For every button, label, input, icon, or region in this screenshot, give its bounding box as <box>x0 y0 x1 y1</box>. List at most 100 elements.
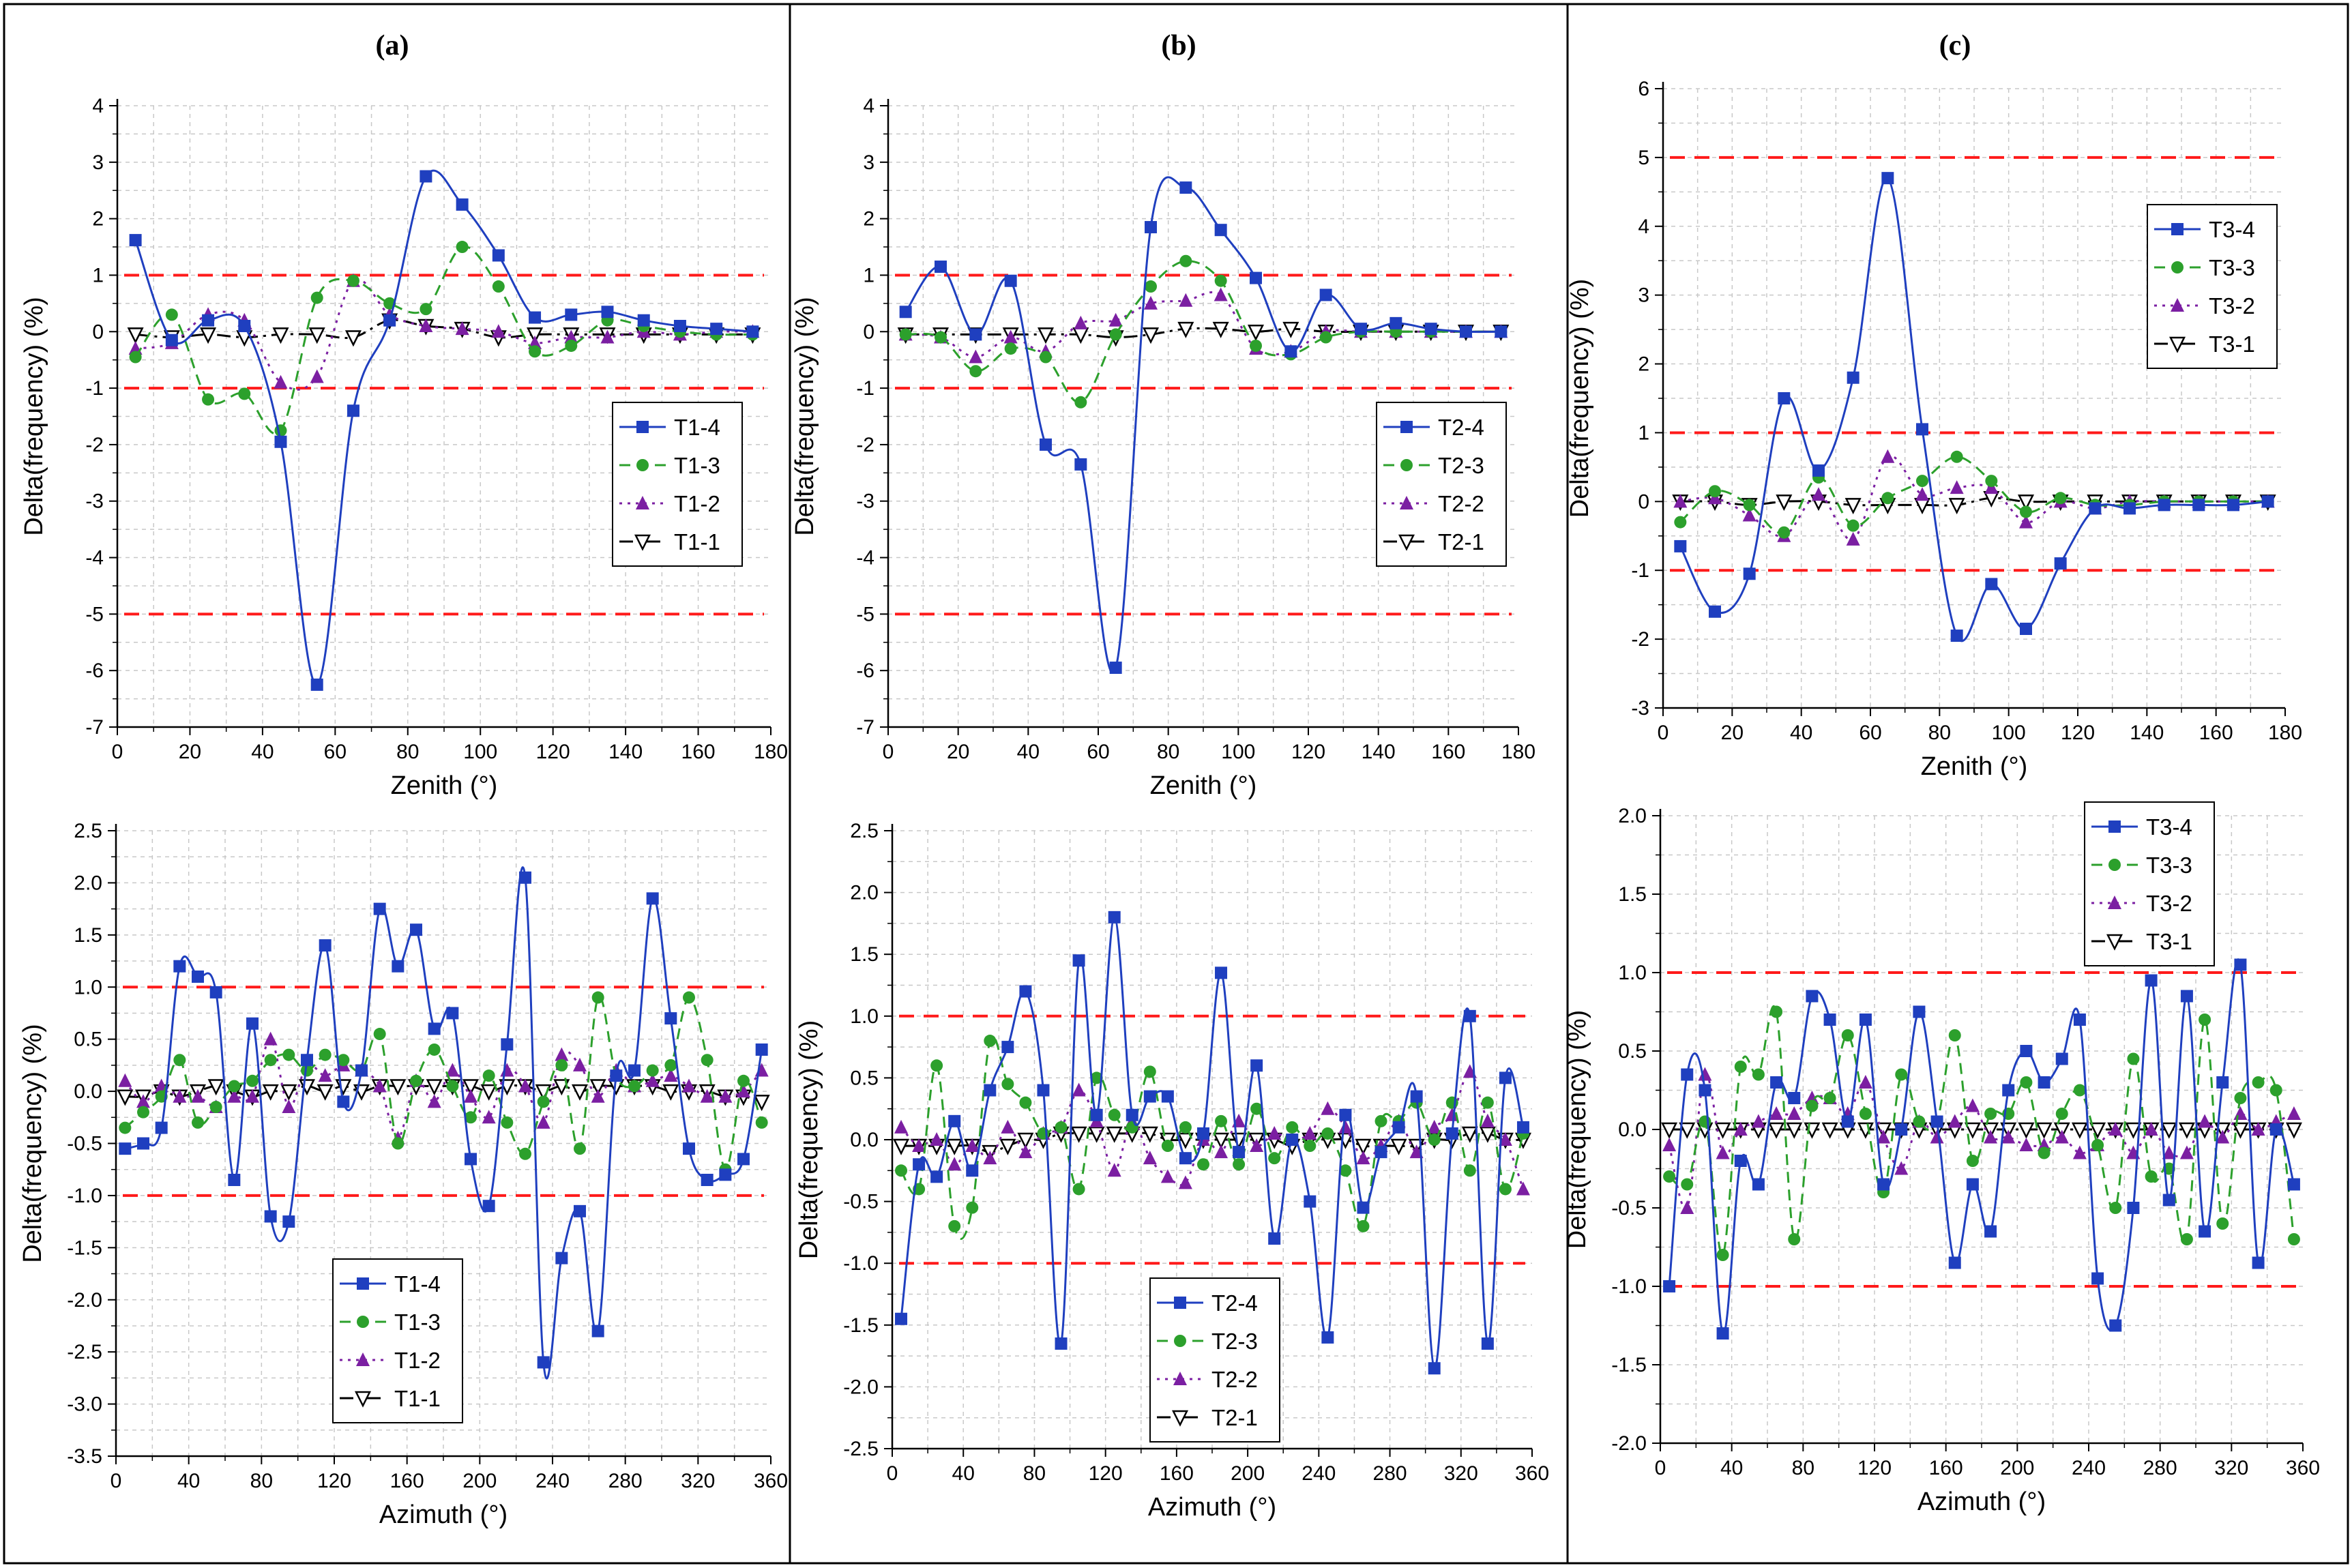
y-tick-label: 0 <box>863 321 874 343</box>
x-axis-title-a-bottom: Azimuth (°) <box>379 1500 508 1529</box>
y-tick-label: 5 <box>1638 147 1649 169</box>
data-point-T2-2 <box>912 1138 926 1153</box>
data-point-T2-3 <box>1375 1114 1387 1127</box>
data-point-T1-2 <box>227 1089 241 1103</box>
data-point-T3-1 <box>1844 498 1862 515</box>
data-point-T3-3 <box>2216 1217 2229 1230</box>
data-point-T3-2 <box>1805 1091 1819 1104</box>
x-tick-label: 20 <box>947 741 969 763</box>
legend-marker-T1-2 <box>356 1352 370 1366</box>
data-point-T2-4 <box>1357 1201 1370 1214</box>
data-point-T3-4 <box>2091 1272 2104 1285</box>
data-point-T2-2 <box>1427 1119 1441 1134</box>
x-tick-label: 320 <box>1444 1462 1478 1485</box>
x-tick-label: 320 <box>681 1470 715 1492</box>
legend-marker-T3-1 <box>2106 934 2123 951</box>
data-point-T1-1 <box>308 327 325 344</box>
data-point-T2-3 <box>1143 1065 1156 1078</box>
data-point-T3-4 <box>1674 539 1687 552</box>
data-point-T1-4 <box>628 1064 641 1077</box>
data-point-T1-4 <box>246 1017 259 1030</box>
legend-marker-T2-4 <box>1400 421 1413 433</box>
data-point-T2-4 <box>1516 1121 1529 1134</box>
data-point-T3-4 <box>1948 1256 1961 1269</box>
data-point-T1-4 <box>420 170 432 183</box>
data-point-T3-2 <box>1769 1106 1784 1120</box>
data-point-T1-3 <box>537 1095 550 1108</box>
data-point-T3-4 <box>2216 1076 2229 1089</box>
data-point-T3-4 <box>1806 990 1819 1003</box>
data-point-T2-4 <box>1499 1071 1512 1084</box>
data-point-T3-4 <box>2199 1225 2211 1238</box>
data-point-T3-4 <box>1743 567 1756 580</box>
data-point-T2-3 <box>1215 1114 1228 1127</box>
data-point-T3-3 <box>1966 1155 1979 1167</box>
data-point-T3-4 <box>1913 1005 1926 1018</box>
legend-label-T2-1: T2-1 <box>1211 1405 1258 1430</box>
legend-marker-T3-3 <box>2171 261 2184 273</box>
data-point-T3-2 <box>1984 480 1999 494</box>
y-tick-label: 0.0 <box>74 1080 102 1103</box>
data-point-T1-2 <box>482 1110 496 1124</box>
data-point-T3-4 <box>1985 578 1998 591</box>
legend-marker-T2-1 <box>1171 1410 1189 1427</box>
y-tick-label: 4 <box>863 95 874 117</box>
data-point-T3-4 <box>2158 499 2171 512</box>
legend-label-T3-4: T3-4 <box>2146 814 2192 840</box>
series-line-T2-3 <box>900 1035 1525 1240</box>
data-point-T3-2 <box>2037 1138 2051 1151</box>
data-point-T2-4 <box>1355 323 1367 336</box>
data-point-T1-4 <box>601 306 614 319</box>
data-point-T1-4 <box>119 1142 132 1155</box>
y-tick-label: -2 <box>856 434 874 456</box>
data-point-T1-2 <box>573 1057 587 1071</box>
data-point-T1-1 <box>426 1079 443 1096</box>
data-point-T1-2 <box>591 1089 605 1103</box>
data-point-T3-4 <box>1681 1068 1694 1081</box>
series-line-T2-4 <box>900 916 1525 1370</box>
data-point-T2-3 <box>1304 1140 1317 1153</box>
data-point-T3-4 <box>2269 1123 2282 1136</box>
series-T3-4 <box>1663 958 2300 1340</box>
x-tick-label: 60 <box>324 741 347 763</box>
data-point-T2-2 <box>1107 1163 1121 1177</box>
data-point-T3-2 <box>1950 480 1964 494</box>
x-tick-label: 240 <box>535 1470 570 1492</box>
data-point-T3-2 <box>1742 507 1756 522</box>
data-point-T1-3 <box>337 1054 350 1067</box>
legend-marker-T2-2 <box>1400 496 1413 509</box>
chart-a-top: (a)0 20 40 60 80 100 120 140 160 180-7-6-5-4-3-2-… <box>20 30 788 800</box>
data-point-T1-4 <box>446 1007 459 1020</box>
series-T2-4 <box>895 911 1529 1375</box>
data-point-T2-3 <box>930 1059 943 1072</box>
y-tick-label: 2 <box>92 208 104 231</box>
data-point-T2-4 <box>1481 1337 1494 1350</box>
data-point-T3-4 <box>2145 974 2158 987</box>
legend-label-T2-4: T2-4 <box>1211 1290 1258 1316</box>
legend-a-bottom: T1-4 T1-3 T1-2 T1-1 <box>332 1258 463 1423</box>
data-point-T1-2 <box>536 1114 550 1129</box>
y-tick-label: -1.5 <box>67 1237 102 1259</box>
data-point-T1-2 <box>118 1073 132 1087</box>
data-point-T3-1 <box>2125 1122 2142 1139</box>
y-tick-label: 2.5 <box>850 820 879 842</box>
series-T3-4 <box>1674 172 2274 642</box>
data-point-T3-3 <box>1841 1029 1854 1041</box>
data-point-T1-4 <box>173 960 186 973</box>
data-point-T3-3 <box>1916 475 1928 488</box>
data-point-T3-3 <box>1681 1178 1694 1191</box>
data-point-T1-4 <box>465 1153 477 1166</box>
data-point-T2-4 <box>913 1158 926 1171</box>
data-point-T3-4 <box>1895 1123 1908 1136</box>
data-point-T1-1 <box>200 327 217 344</box>
data-point-T2-3 <box>1321 1127 1334 1140</box>
data-point-T2-3 <box>1339 1164 1352 1177</box>
data-point-T3-3 <box>1913 1115 1926 1128</box>
data-point-T1-4 <box>610 1069 623 1082</box>
data-point-T1-3 <box>591 991 604 1004</box>
data-point-T2-4 <box>1250 271 1262 284</box>
data-point-T1-4 <box>347 404 359 417</box>
data-point-T2-3 <box>1286 1121 1299 1134</box>
data-point-T1-4 <box>701 1173 714 1186</box>
data-point-T2-2 <box>1108 312 1123 327</box>
